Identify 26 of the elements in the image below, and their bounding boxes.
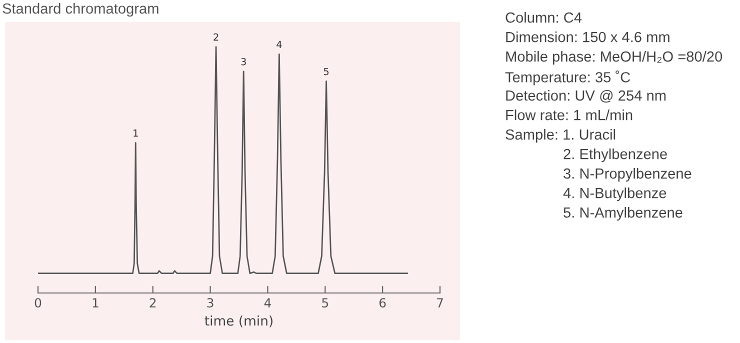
text: 2. Ethylbenzene (564, 148, 667, 162)
annotation: 4 (276, 40, 282, 48)
x-tick-label: 7 (437, 298, 443, 308)
x-tick-label: 0 (34, 298, 42, 308)
text: 5. N-Amylbenzene (564, 207, 682, 221)
text: Sample: 1. Uracil (506, 129, 616, 143)
text: Temperature: 35 ˚C (505, 70, 630, 86)
x-tick-label: 2 (150, 298, 156, 308)
text: 4. N-Butylbenze (563, 188, 666, 202)
text: Column: C4 (506, 12, 582, 23)
annotation: 5 (324, 68, 329, 76)
x-axis-title: time (min) (204, 316, 272, 328)
chart-title: Standard chromatogram (2, 3, 158, 17)
text: Flow rate: 1 mL/min (506, 110, 632, 120)
text: Mobile phase: MeOH/H₂O =80/20 (506, 51, 722, 65)
x-tick-label: 1 (92, 298, 98, 308)
annotation: 1 (134, 130, 138, 137)
x-tick-label: 3 (207, 298, 214, 308)
x-tick-label: 5 (322, 298, 328, 308)
text: 3. N-Propylbenzene (564, 168, 692, 182)
text: Detection: UV @ 254 nm (506, 90, 666, 103)
x-tick-label: 6 (379, 298, 386, 308)
x-tick-label: 4 (264, 298, 271, 308)
text: Dimension: 150 x 4.6 mm (506, 32, 670, 42)
annotation: 2 (214, 33, 218, 41)
annotation: 3 (241, 58, 246, 66)
